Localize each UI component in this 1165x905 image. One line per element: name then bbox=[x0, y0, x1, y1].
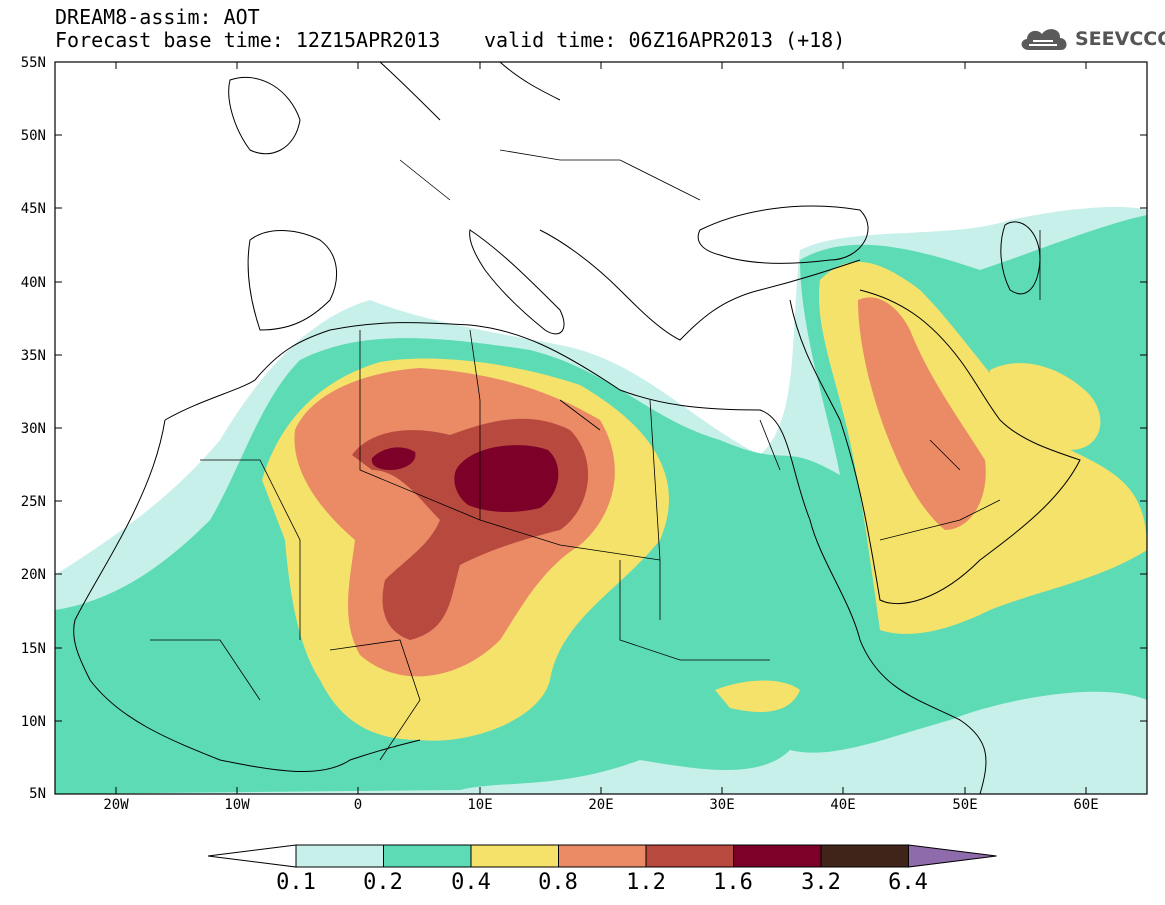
scandinavia-coastline bbox=[379, 62, 561, 121]
axis-ticks bbox=[55, 62, 1147, 794]
colorbar-swatch bbox=[733, 844, 822, 868]
colorbar-arrow-low bbox=[207, 844, 297, 868]
aot-level-0.4 bbox=[990, 363, 1101, 450]
colorbar-swatch bbox=[820, 844, 909, 868]
lat-label: 35N bbox=[20, 348, 46, 364]
colorbar-swatch bbox=[295, 844, 384, 868]
colorbar-swatch bbox=[645, 844, 734, 868]
aot-level-0.4 bbox=[715, 680, 800, 713]
colorbar-arrow-high bbox=[908, 844, 997, 868]
italy-coastline bbox=[469, 229, 565, 335]
aot-contours bbox=[55, 207, 1147, 794]
caspian-coastline bbox=[1000, 221, 1041, 295]
black-sea-coastline bbox=[697, 205, 869, 264]
colorbar-label: 0.8 bbox=[538, 870, 578, 895]
colorbar-label: 1.6 bbox=[713, 870, 753, 895]
map-title: DREAM8-assim: AOT bbox=[55, 5, 260, 29]
lon-label: 10W bbox=[224, 797, 250, 813]
west-africa-coastline bbox=[73, 419, 421, 773]
lat-label: 50N bbox=[20, 128, 46, 144]
colorbar-swatch bbox=[470, 844, 559, 868]
lon-label: 20E bbox=[588, 797, 614, 813]
colorbar-label: 0.2 bbox=[363, 870, 403, 895]
country-borders bbox=[150, 149, 1041, 761]
valid-time: valid time: 06Z16APR2013 (+18) bbox=[484, 28, 846, 52]
lat-label: 45N bbox=[20, 201, 46, 217]
lat-label: 10N bbox=[20, 714, 46, 730]
colorbar-label: 3.2 bbox=[801, 870, 841, 895]
lon-label: 30E bbox=[709, 797, 735, 813]
lat-label: 30N bbox=[20, 421, 46, 437]
lat-label: 20N bbox=[20, 567, 46, 583]
lon-label: 10E bbox=[467, 797, 493, 813]
europe-coastline bbox=[247, 230, 338, 331]
africa-coastline bbox=[164, 322, 987, 794]
lat-label: 55N bbox=[20, 55, 46, 71]
cloud-icon bbox=[1021, 29, 1067, 50]
colorbar bbox=[207, 844, 997, 868]
colorbar-label: 0.1 bbox=[276, 870, 316, 895]
lon-label: 40E bbox=[830, 797, 856, 813]
coastlines-and-borders bbox=[73, 62, 1081, 794]
aot-level-1.6 bbox=[371, 447, 416, 470]
seevccc-logo: SEEVCCC bbox=[1017, 22, 1165, 56]
uk-coastline bbox=[228, 76, 301, 155]
colorbar-label: 6.4 bbox=[888, 870, 928, 895]
lon-label: 20W bbox=[103, 797, 129, 813]
colorbar-swatch bbox=[383, 844, 472, 868]
arabia-coastline bbox=[789, 289, 1081, 605]
lat-label: 25N bbox=[20, 494, 46, 510]
colorbar-swatch bbox=[558, 844, 647, 868]
forecast-base-time: Forecast base time: 12Z15APR2013 bbox=[55, 28, 441, 52]
lon-label: 60E bbox=[1073, 797, 1099, 813]
lon-label: 50E bbox=[952, 797, 978, 813]
colorbar-label: 1.2 bbox=[626, 870, 666, 895]
lat-label: 5N bbox=[29, 786, 46, 802]
lat-label: 40N bbox=[20, 275, 46, 291]
greece-balkans-coastline bbox=[539, 229, 861, 341]
logo-text: SEEVCCC bbox=[1075, 28, 1165, 50]
aot-level-0.8 bbox=[858, 297, 986, 530]
lon-label: 0 bbox=[353, 797, 363, 813]
colorbar-label: 0.4 bbox=[451, 870, 491, 895]
lat-label: 15N bbox=[20, 641, 46, 657]
